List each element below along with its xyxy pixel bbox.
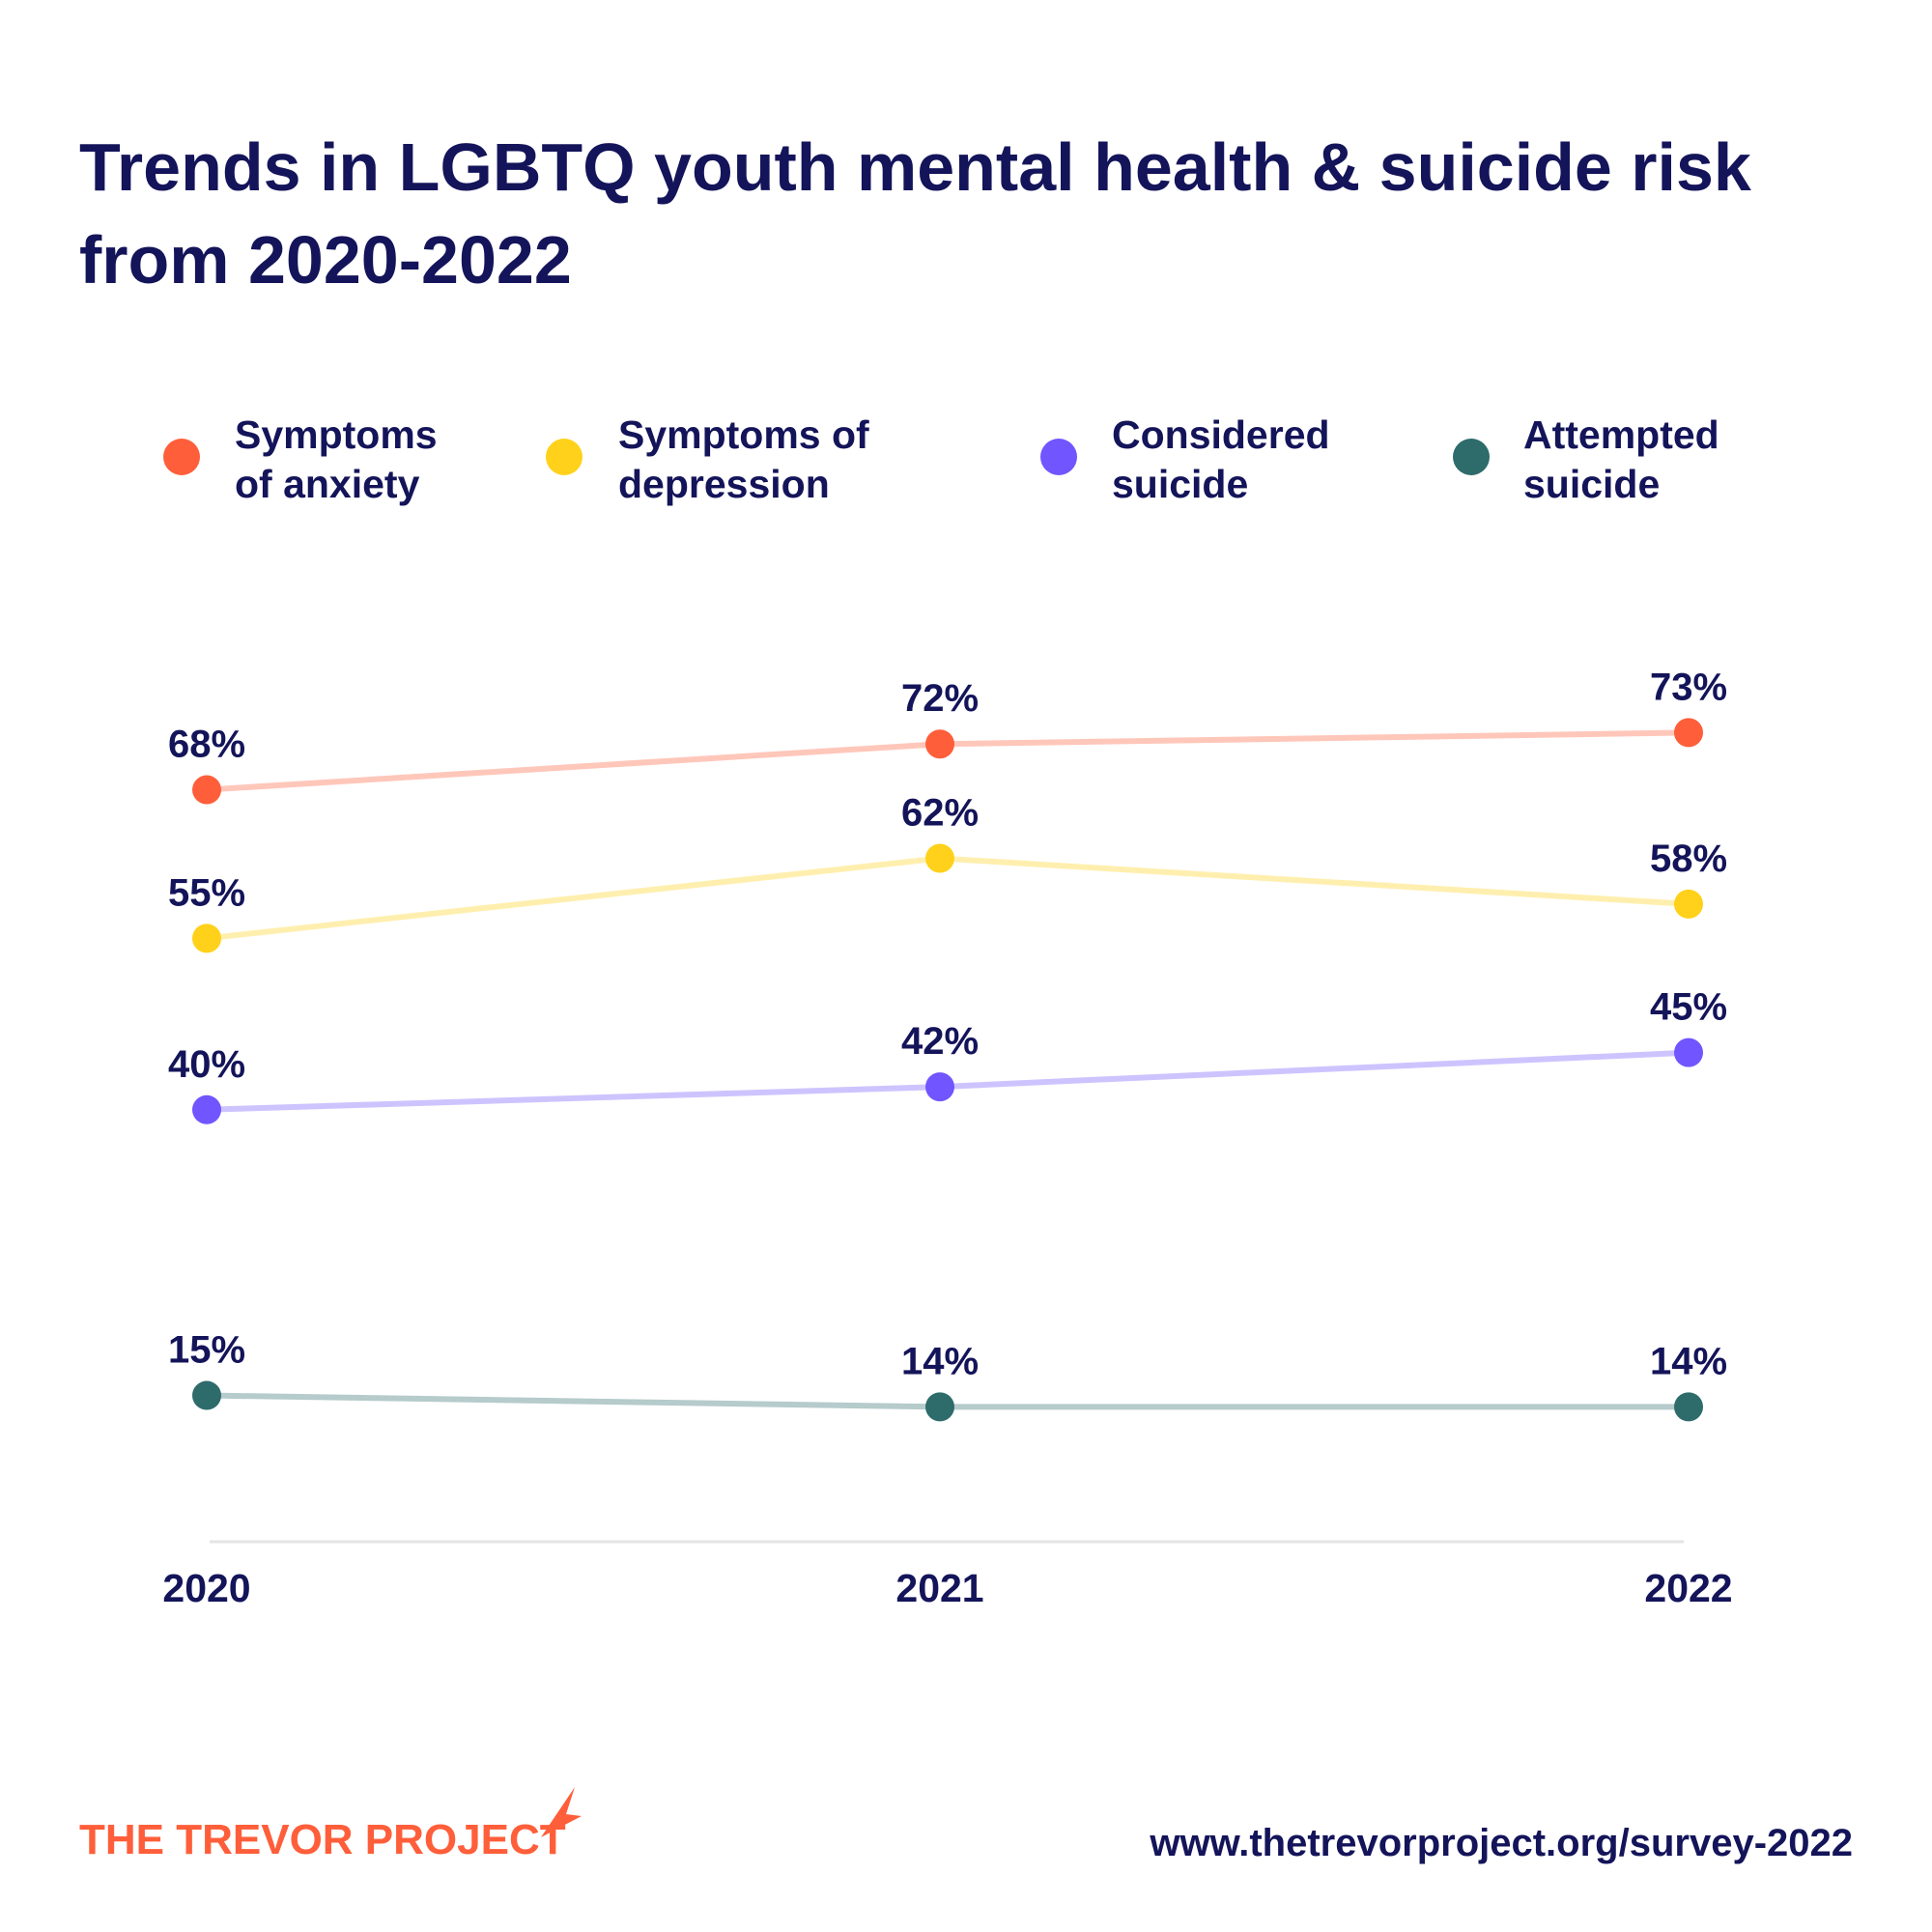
data-label: 42% <box>901 1020 979 1063</box>
legend-label: Considered suicide <box>1112 412 1330 506</box>
legend-label: Symptoms of depression <box>618 412 869 506</box>
logo: THE TREVOR PROJECT <box>79 1816 566 1863</box>
logo-mark <box>541 1787 582 1837</box>
x-tick-label: 2022 <box>1644 1566 1732 1610</box>
data-label: 14% <box>1650 1340 1727 1382</box>
data-label: 55% <box>168 871 245 914</box>
data-point <box>192 923 221 953</box>
legend-marker <box>163 439 200 475</box>
legend-marker <box>1040 439 1077 475</box>
data-label: 40% <box>168 1043 245 1086</box>
data-point <box>192 1094 221 1124</box>
data-point <box>1674 1037 1703 1067</box>
data-label: 68% <box>168 724 245 766</box>
legend-label: Attempted suicide <box>1523 412 1719 506</box>
legend-marker <box>1453 439 1490 475</box>
legend-label: Symptoms of anxiety <box>235 412 438 506</box>
data-label: 62% <box>901 792 979 835</box>
data-label: 14% <box>901 1340 979 1382</box>
x-tick-label: 2021 <box>895 1566 983 1610</box>
chart-title: Trends in LGBTQ youth mental health & su… <box>79 129 1751 298</box>
data-point <box>1674 889 1703 919</box>
data-point <box>925 1392 954 1422</box>
data-point <box>925 843 954 873</box>
x-tick-label: 2020 <box>162 1566 250 1610</box>
data-point <box>192 775 221 805</box>
source: www.thetrevorproject.org/survey-2022 <box>1150 1822 1853 1864</box>
data-label: 72% <box>901 677 979 720</box>
data-point <box>192 1380 221 1410</box>
data-point <box>925 729 954 759</box>
data-label: 73% <box>1650 666 1727 708</box>
data-label: 15% <box>168 1329 245 1372</box>
data-point <box>1674 1392 1703 1422</box>
legend-marker <box>546 439 582 475</box>
data-point <box>1674 718 1703 748</box>
data-point <box>925 1072 954 1102</box>
data-label: 45% <box>1650 986 1727 1029</box>
data-label: 58% <box>1650 838 1727 880</box>
